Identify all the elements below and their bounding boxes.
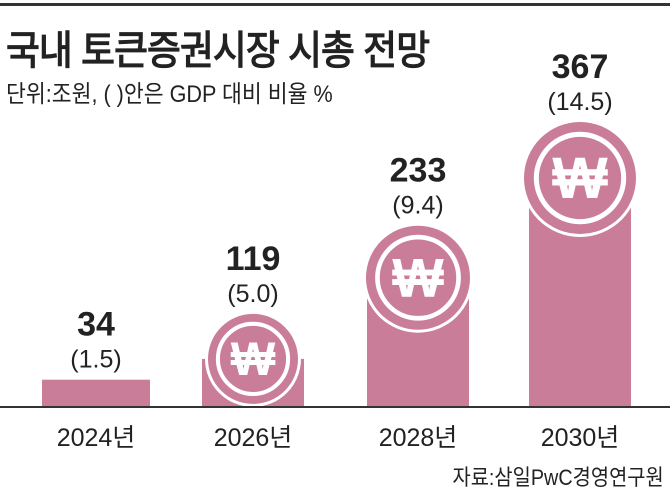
value-label: 367	[552, 48, 609, 86]
bar-group-2024년: (1.5)34	[42, 306, 150, 406]
won-coin-icon: ₩	[205, 310, 301, 407]
chart-title: 국내 토큰증권시장 시총 전망	[6, 29, 430, 73]
chart-subtitle: 단위:조원, ( )안은 GDP 대비 비율 %	[6, 81, 333, 108]
svg-text:₩: ₩	[392, 247, 444, 308]
svg-text:₩: ₩	[231, 333, 276, 386]
value-label: 119	[226, 240, 281, 278]
top-rule	[0, 3, 670, 6]
bar-group-2030년: ₩ (14.5)367	[521, 48, 639, 406]
x-tick-label: 2024년	[57, 424, 136, 452]
gdp-ratio-label: (14.5)	[547, 88, 612, 116]
gdp-ratio-label: (9.4)	[392, 192, 443, 220]
value-label: 34	[77, 306, 115, 344]
bar	[42, 379, 150, 406]
bar-group-2026년: ₩ (5.0)119	[202, 240, 304, 407]
x-tick-label: 2026년	[214, 424, 293, 452]
bar-group-2028년: ₩ (9.4)233	[363, 152, 473, 406]
won-coin-icon: ₩	[363, 222, 473, 333]
x-tick-label: 2028년	[379, 424, 458, 452]
gdp-ratio-label: (1.5)	[70, 346, 121, 374]
x-tick-label: 2030년	[541, 424, 620, 452]
source-note: 자료:삼일PwC경영연구원	[452, 465, 664, 490]
gdp-ratio-label: (5.0)	[227, 280, 278, 308]
won-coin-icon: ₩	[521, 119, 639, 237]
value-label: 233	[390, 152, 447, 190]
svg-text:₩: ₩	[552, 146, 608, 211]
